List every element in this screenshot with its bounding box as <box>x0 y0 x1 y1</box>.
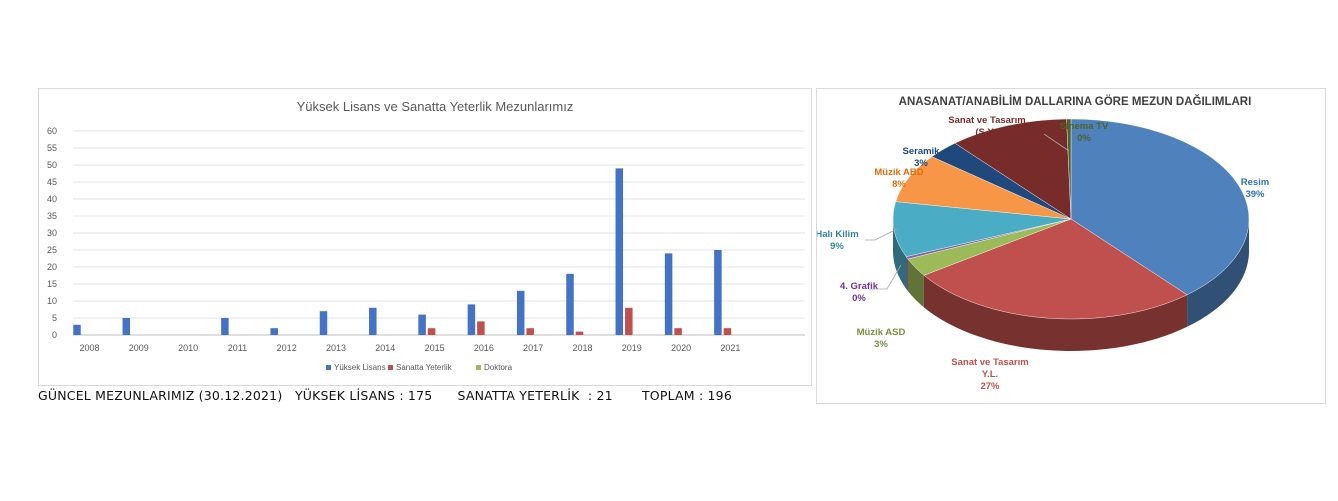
x-tick-label: 2010 <box>178 343 198 353</box>
bar-yüksek-lisans <box>369 307 377 335</box>
pie-chart-panel: ANASANAT/ANABİLİM DALLARINA GÖRE MEZUN D… <box>815 88 1326 404</box>
bar-sanatta-yeterlik <box>625 307 633 335</box>
x-tick-label: 2019 <box>622 343 642 353</box>
x-tick-label: 2018 <box>572 343 592 353</box>
x-tick-label: 2014 <box>375 343 395 353</box>
x-tick-label: 2009 <box>129 343 149 353</box>
summary-label: GÜNCEL MEZUNLARIMIZ (30.12.2021) <box>38 388 283 403</box>
legend-item: Sanatta Yeterlik <box>388 363 453 372</box>
bar-chart-title: Yüksek Lisans ve Sanatta Yeterlik Mezunl… <box>297 99 574 114</box>
x-tick-label: 2020 <box>671 343 691 353</box>
pie-side-resim <box>1187 219 1249 327</box>
legend-swatch <box>326 365 331 370</box>
summary-yuksek-lisans: YÜKSEK LİSANS : 175 <box>294 388 433 403</box>
bar-sanatta-yeterlik <box>526 328 534 335</box>
x-tick-label: 2015 <box>425 343 445 353</box>
bar-sanatta-yeterlik <box>575 331 584 335</box>
leader-line <box>869 264 902 290</box>
pie-label: 4. Grafik 0% <box>840 281 879 304</box>
pie-slice-resim <box>1070 118 1250 296</box>
summary-sanatta-yeterlik: SANATTA YETERLİK : 21 <box>457 388 613 403</box>
bar-yüksek-lisans <box>122 318 131 335</box>
pie-label: Müzik ASD 3% <box>857 327 906 350</box>
bar-chart: Yüksek Lisans ve Sanatta Yeterlik Mezunl… <box>47 99 805 372</box>
pie-chart: ANASANAT/ANABİLİM DALLARINA GÖRE MEZUN D… <box>815 95 1270 392</box>
pie-label: Müzik ABD 8% <box>874 167 923 190</box>
pie-label: Sanat ve Tasarım Y.L. 27% <box>951 357 1028 392</box>
legend-item: Yüksek Lisans <box>326 363 386 372</box>
bar-yüksek-lisans <box>714 250 722 335</box>
bar-sanatta-yeterlik <box>477 321 485 335</box>
y-tick-label: 5 <box>52 313 57 323</box>
y-tick-label: 40 <box>47 194 57 204</box>
leader-line <box>865 228 898 241</box>
y-tick-label: 10 <box>47 296 57 306</box>
graduate-summary: GÜNCEL MEZUNLARIMIZ (30.12.2021) YÜKSEK … <box>38 388 732 403</box>
bar-yüksek-lisans <box>73 324 81 335</box>
pie-side-hal-kilim <box>893 219 907 289</box>
x-tick-label: 2017 <box>523 343 543 353</box>
y-tick-label: 35 <box>47 211 57 221</box>
bar-yüksek-lisans <box>664 253 673 335</box>
y-tick-label: 15 <box>47 279 57 289</box>
pie-slice-sinema-tv <box>1066 118 1072 220</box>
legend-item: Doktora <box>476 363 513 372</box>
x-tick-label: 2008 <box>79 343 99 353</box>
bar-yüksek-lisans <box>467 304 476 335</box>
bar-sanatta-yeterlik <box>723 328 732 335</box>
pie-slice-hal-kilim <box>892 201 1072 257</box>
x-tick-label: 2013 <box>326 343 346 353</box>
legend-swatch <box>388 365 393 370</box>
bar-yüksek-lisans <box>270 328 278 335</box>
leader-line <box>1043 133 1070 152</box>
y-tick-label: 60 <box>47 126 57 136</box>
summary-toplam: TOPLAM : 196 <box>641 388 732 403</box>
bar-yüksek-lisans <box>418 314 426 335</box>
bar-yüksek-lisans <box>319 311 328 335</box>
bar-yüksek-lisans <box>516 290 525 335</box>
pie-chart-title: ANASANAT/ANABİLİM DALLARINA GÖRE MEZUN D… <box>899 95 1252 108</box>
bar-yüksek-lisans <box>615 168 624 335</box>
x-tick-label: 2012 <box>277 343 297 353</box>
bar-yüksek-lisans <box>221 318 229 335</box>
legend-label: Yüksek Lisans <box>334 363 386 372</box>
y-tick-label: 20 <box>47 262 57 272</box>
x-tick-label: 2021 <box>720 343 740 353</box>
pie-label: Seramik 3% <box>903 146 941 169</box>
bar-sanatta-yeterlik <box>674 328 682 335</box>
y-tick-label: 55 <box>47 143 57 153</box>
x-tick-label: 2016 <box>474 343 494 353</box>
x-tick-label: 2011 <box>228 343 247 353</box>
pie-depth <box>893 219 1249 351</box>
bar-yüksek-lisans <box>566 273 574 335</box>
pie-side-4-grafik <box>906 256 908 291</box>
y-tick-label: 50 <box>47 160 57 170</box>
legend-label: Sanatta Yeterlik <box>396 363 453 372</box>
pie-label: Sanat ve Tasarım (S.Y.) 11% <box>948 115 1025 150</box>
pie-label: Resim 39% <box>1241 177 1270 200</box>
pie-slice-sanat-ve-tasar-m-y-l- <box>923 218 1188 320</box>
y-tick-label: 45 <box>47 177 57 187</box>
legend-swatch <box>476 365 481 370</box>
pie-slice-sanat-ve-tasar-m-s-y- <box>954 118 1072 220</box>
y-tick-label: 30 <box>47 228 57 238</box>
bar-chart-panel: Yüksek Lisans ve Sanatta Yeterlik Mezunl… <box>38 88 812 386</box>
bar-sanatta-yeterlik <box>427 328 436 335</box>
y-tick-label: 25 <box>47 245 57 255</box>
pie-side-sanat-ve-tasar-m-y-l- <box>923 275 1188 351</box>
y-tick-label: 0 <box>52 330 57 340</box>
legend-label: Doktora <box>484 363 513 372</box>
pie-label: Sinema TV 0% <box>1060 121 1109 144</box>
pie-side-m-zik-asd <box>907 258 924 308</box>
pie-label: Halı Kilim 9% <box>817 229 859 252</box>
